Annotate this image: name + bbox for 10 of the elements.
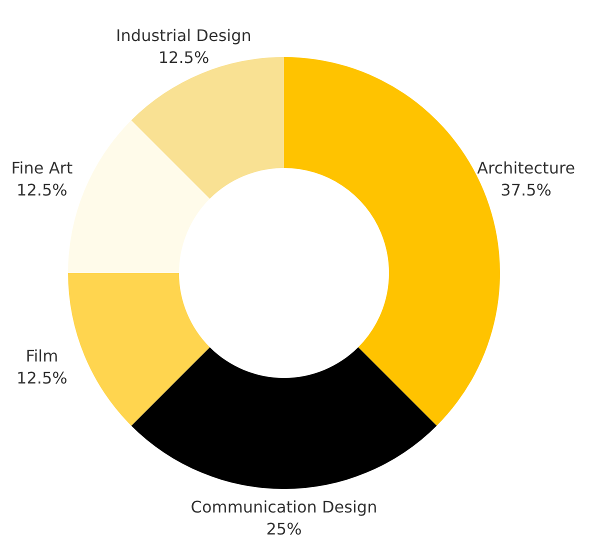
slice-label: Architecture xyxy=(477,158,576,178)
data-label: 12.5% xyxy=(158,48,210,68)
slice-label: Communication Design xyxy=(190,498,378,516)
data-label: 25% xyxy=(266,520,302,538)
data-label: 12.5% xyxy=(16,180,68,200)
data-label: 12.5% xyxy=(16,368,68,388)
slice-label: Fine Art xyxy=(11,158,73,178)
slice-label: Film xyxy=(26,346,58,366)
slice-label: Industrial Design xyxy=(116,26,252,46)
data-label: 37.5% xyxy=(500,180,552,200)
